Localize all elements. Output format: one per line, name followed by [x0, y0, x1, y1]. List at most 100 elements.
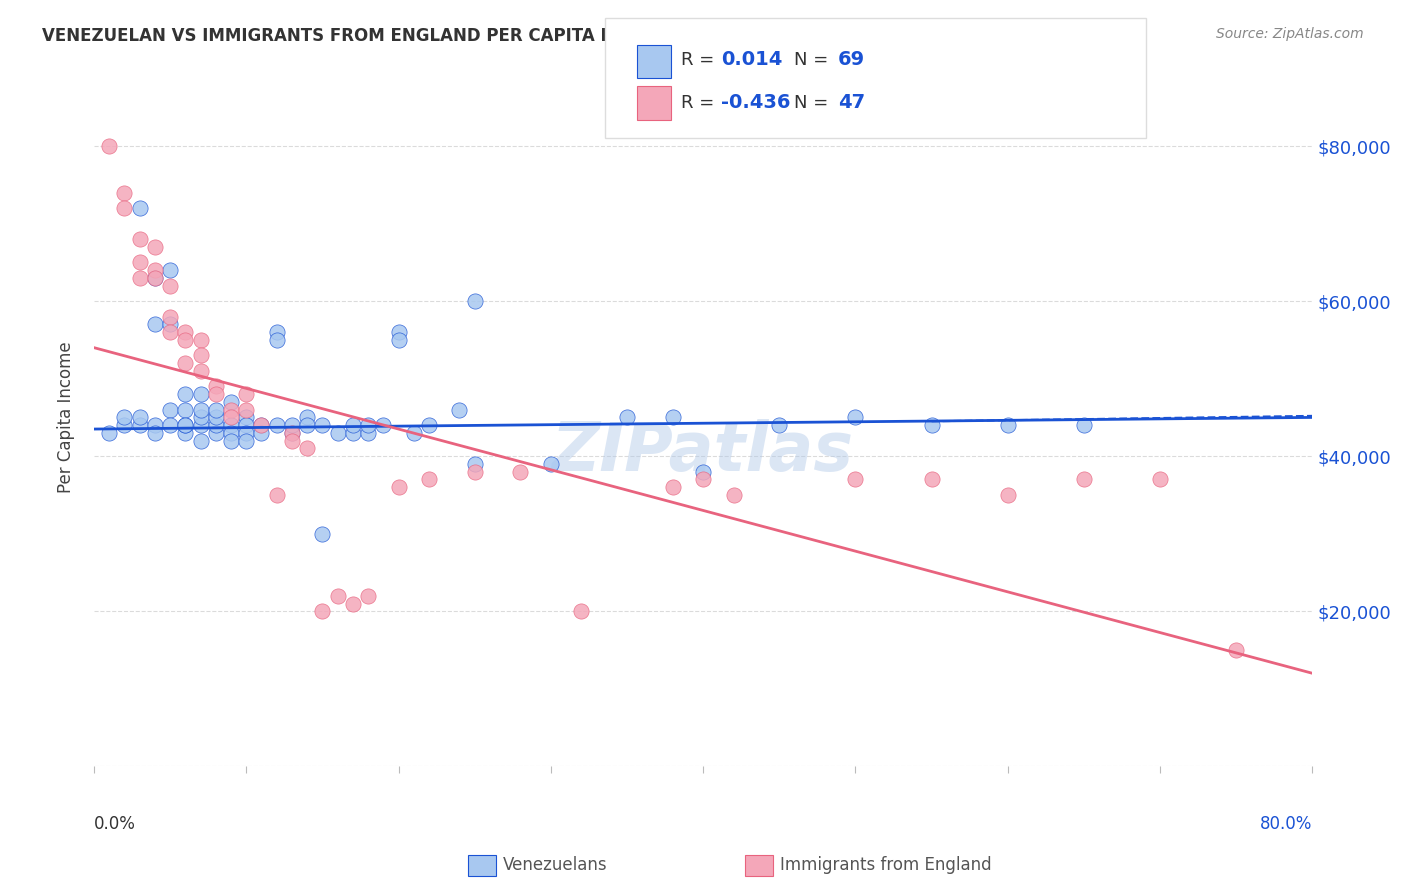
Point: [311, 526, 333, 541]
Point: [464, 457, 486, 471]
Point: [921, 472, 943, 486]
Y-axis label: Per Capita Income: Per Capita Income: [58, 342, 75, 493]
Point: [616, 410, 638, 425]
Point: [143, 425, 166, 440]
Point: [250, 425, 273, 440]
Point: [921, 418, 943, 433]
Point: [235, 425, 257, 440]
Point: [509, 465, 531, 479]
Point: [190, 348, 212, 362]
Point: [997, 418, 1019, 433]
Point: [342, 418, 364, 433]
Point: [112, 186, 135, 200]
Point: [464, 294, 486, 309]
Point: [266, 418, 288, 433]
Point: [235, 387, 257, 401]
Point: [295, 410, 318, 425]
Point: [174, 425, 197, 440]
Point: [997, 488, 1019, 502]
Point: [235, 402, 257, 417]
Point: [174, 356, 197, 370]
Point: [190, 402, 212, 417]
Point: [204, 387, 226, 401]
Point: [174, 418, 197, 433]
Point: [98, 425, 121, 440]
Point: [281, 425, 304, 440]
Text: Venezuelans: Venezuelans: [503, 856, 607, 874]
Point: [159, 325, 181, 339]
Point: [1149, 472, 1171, 486]
Text: VENEZUELAN VS IMMIGRANTS FROM ENGLAND PER CAPITA INCOME CORRELATION CHART: VENEZUELAN VS IMMIGRANTS FROM ENGLAND PE…: [42, 27, 880, 45]
Point: [540, 457, 562, 471]
Point: [159, 318, 181, 332]
Point: [281, 418, 304, 433]
Point: [143, 271, 166, 285]
Point: [357, 589, 380, 603]
Point: [235, 410, 257, 425]
Point: [112, 418, 135, 433]
Point: [219, 418, 242, 433]
Point: [174, 387, 197, 401]
Text: N =: N =: [794, 94, 828, 112]
Point: [128, 232, 150, 246]
Point: [326, 425, 349, 440]
Point: [98, 139, 121, 153]
Point: [387, 325, 409, 339]
Point: [768, 418, 790, 433]
Point: [143, 271, 166, 285]
Point: [159, 278, 181, 293]
Point: [418, 472, 440, 486]
Point: [159, 310, 181, 324]
Text: 69: 69: [838, 50, 865, 70]
Point: [190, 410, 212, 425]
Text: Source: ZipAtlas.com: Source: ZipAtlas.com: [1216, 27, 1364, 41]
Point: [128, 201, 150, 215]
Point: [266, 488, 288, 502]
Text: 0.0%: 0.0%: [94, 815, 136, 833]
Point: [661, 410, 683, 425]
Point: [235, 418, 257, 433]
Point: [174, 333, 197, 347]
Point: [204, 425, 226, 440]
Point: [204, 418, 226, 433]
Point: [418, 418, 440, 433]
Point: [112, 201, 135, 215]
Point: [159, 402, 181, 417]
Point: [190, 364, 212, 378]
Point: [342, 425, 364, 440]
Point: [569, 604, 592, 618]
Point: [128, 418, 150, 433]
Point: [143, 263, 166, 277]
Point: [204, 402, 226, 417]
Point: [357, 425, 380, 440]
Point: [219, 434, 242, 448]
Point: [128, 410, 150, 425]
Text: N =: N =: [794, 51, 828, 69]
Point: [844, 410, 866, 425]
Point: [143, 418, 166, 433]
Point: [723, 488, 745, 502]
Point: [190, 333, 212, 347]
Point: [190, 418, 212, 433]
Point: [357, 418, 380, 433]
Point: [159, 418, 181, 433]
Point: [326, 589, 349, 603]
Point: [219, 425, 242, 440]
Point: [1073, 472, 1095, 486]
Point: [190, 387, 212, 401]
Point: [250, 418, 273, 433]
Text: -0.436: -0.436: [721, 93, 790, 112]
Point: [250, 418, 273, 433]
Point: [219, 402, 242, 417]
Point: [1073, 418, 1095, 433]
Text: R =: R =: [681, 51, 714, 69]
Point: [143, 240, 166, 254]
Point: [342, 597, 364, 611]
Point: [387, 480, 409, 494]
Point: [295, 418, 318, 433]
Text: R =: R =: [681, 94, 714, 112]
Point: [128, 255, 150, 269]
Point: [295, 442, 318, 456]
Point: [219, 410, 242, 425]
Point: [387, 333, 409, 347]
